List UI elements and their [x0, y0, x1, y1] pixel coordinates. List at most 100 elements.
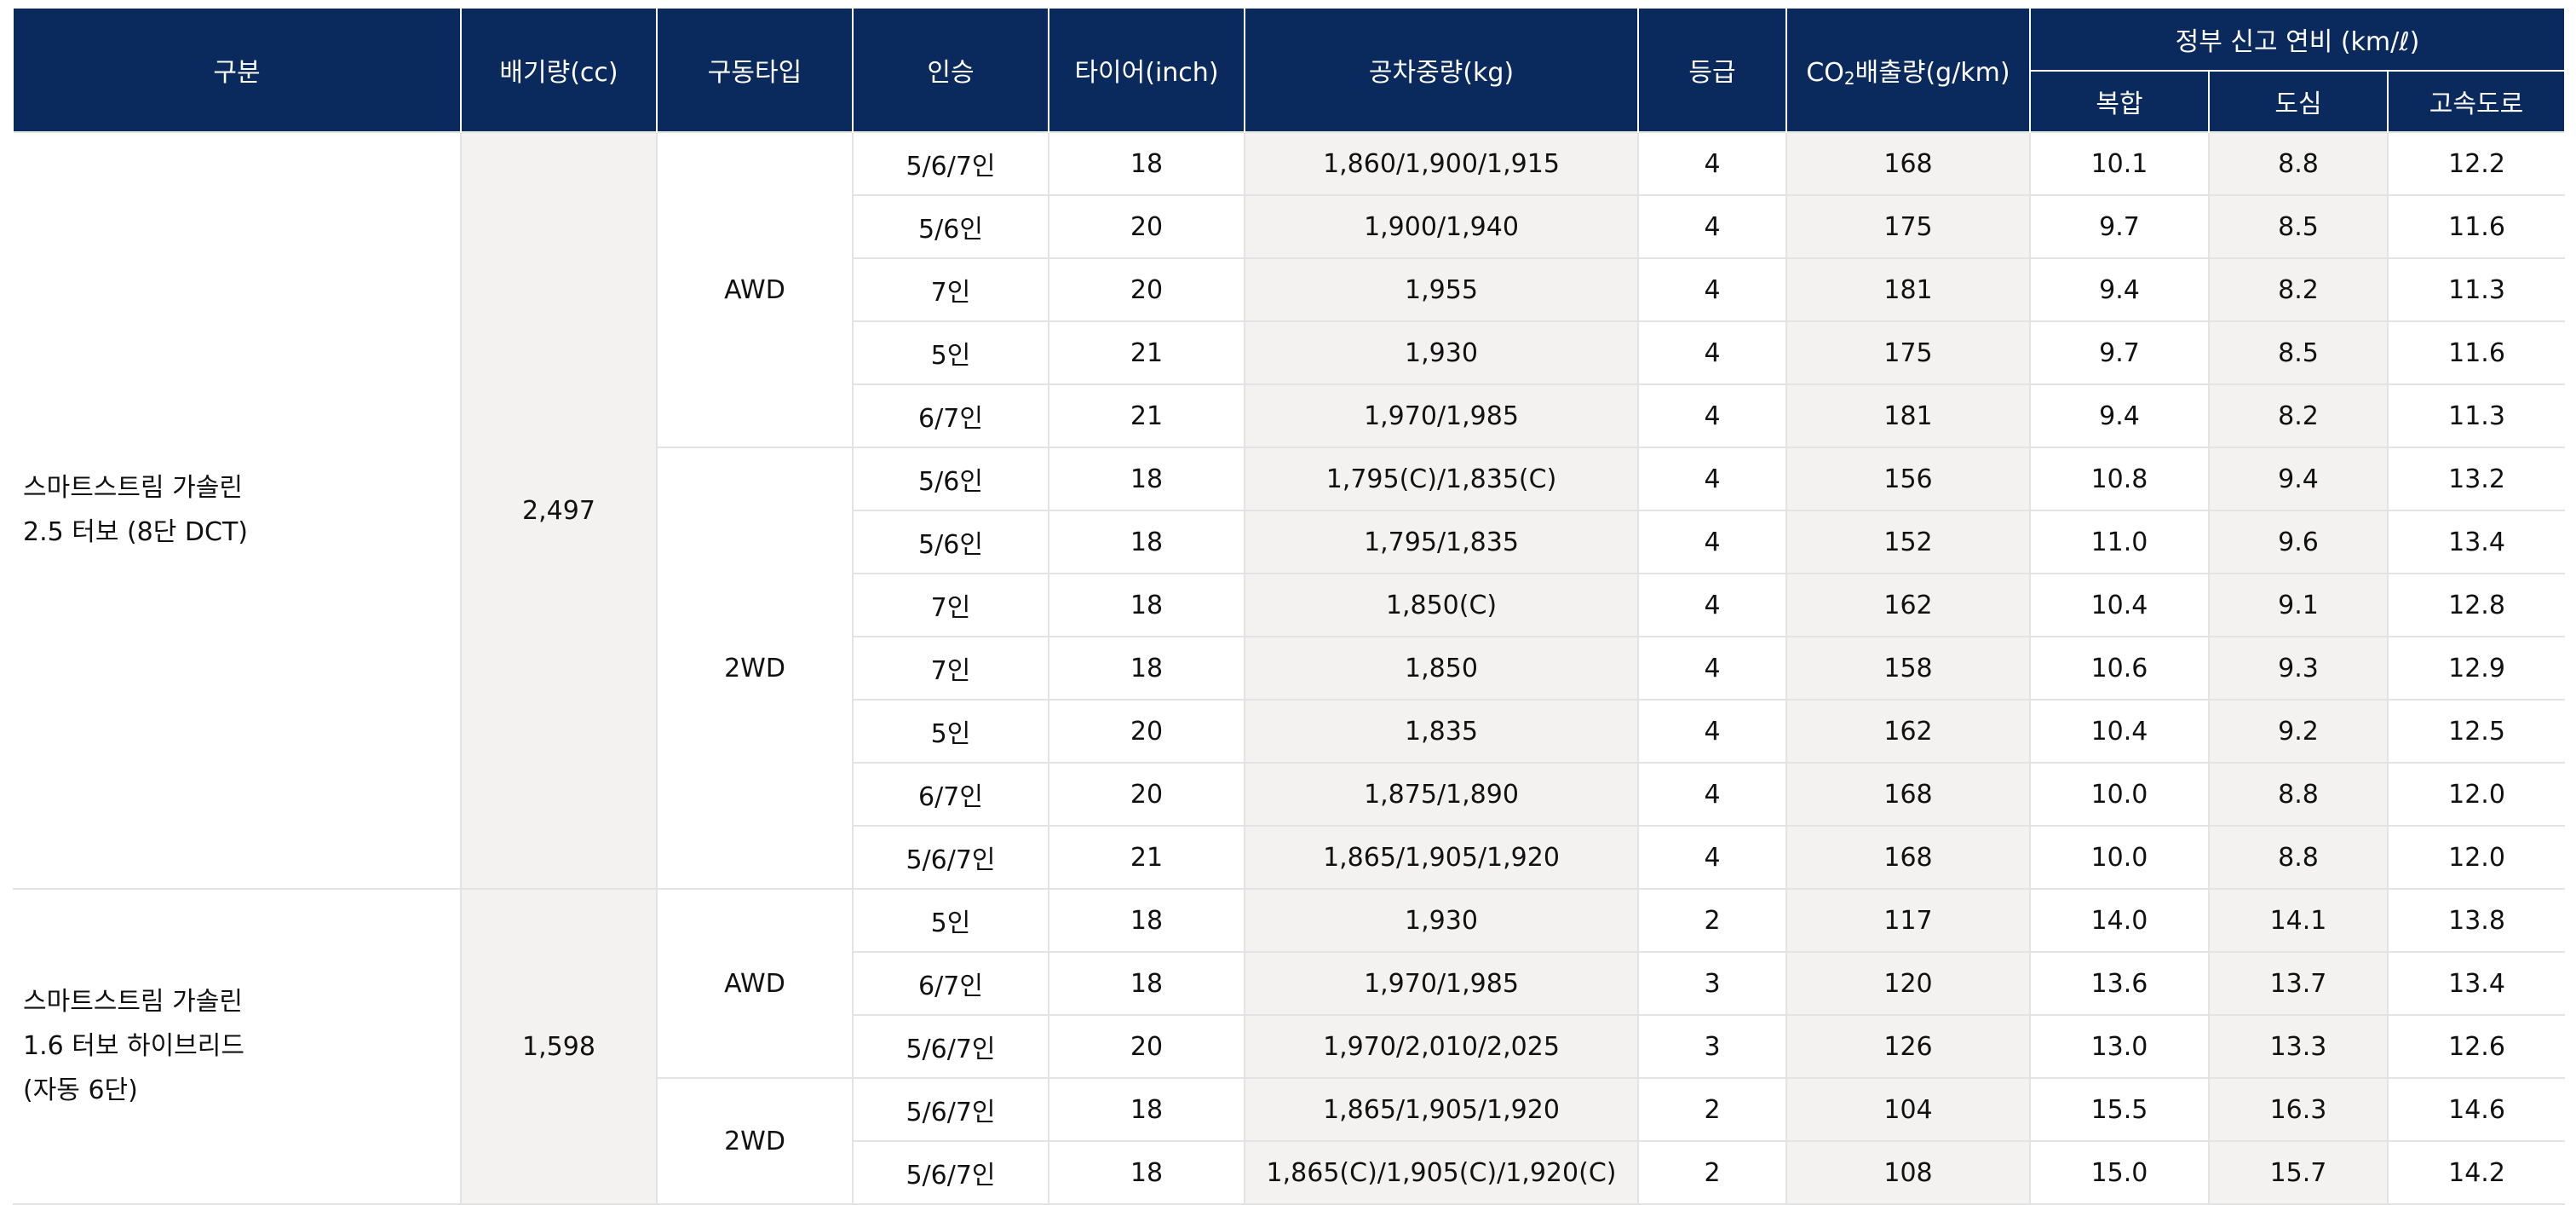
grade-cell: 4	[1637, 383, 1787, 448]
weight-cell: 1,860/1,900/1,915	[1244, 131, 1639, 196]
co2-cell: 181	[1785, 383, 2031, 448]
combined-cell: 15.5	[2029, 1077, 2210, 1142]
tire-cell: 18	[1048, 1077, 1245, 1142]
highway-cell: 13.2	[2386, 447, 2566, 511]
seats-cell: 6/7인	[852, 951, 1049, 1016]
seats-cell: 5인	[852, 699, 1049, 764]
combined-cell: 10.4	[2029, 699, 2210, 764]
city-cell: 9.4	[2208, 447, 2389, 511]
seats-cell: 7인	[852, 573, 1049, 637]
co2-prefix: CO	[1806, 58, 1844, 88]
table-row: 5인 21 1,930 4 175 9.7 8.5 11.6	[13, 320, 2566, 385]
category-line: 스마트스트림 가솔린	[23, 987, 243, 1017]
weight-cell: 1,970/1,985	[1244, 951, 1639, 1016]
highway-cell: 12.0	[2386, 762, 2566, 827]
category-line: 1.6 터보 하이브리드	[23, 1031, 244, 1061]
grade-cell: 4	[1637, 320, 1787, 385]
table-row: 6/7인 18 1,970/1,985 3 120 13.6 13.7 13.4	[13, 951, 2566, 1016]
combined-cell: 9.4	[2029, 383, 2210, 448]
drive-type-cell: AWD	[656, 131, 854, 448]
city-cell: 8.8	[2208, 762, 2389, 827]
grade-cell: 3	[1637, 1014, 1787, 1079]
weight-cell: 1,865/1,905/1,920	[1244, 1077, 1639, 1142]
weight-cell: 1,930	[1244, 320, 1639, 385]
table-row: 스마트스트림 가솔린 1.6 터보 하이브리드 (자동 6단) 1,598 AWD 5인 1…	[13, 888, 2566, 1205]
highway-cell: 12.5	[2386, 699, 2566, 764]
drive-type-cell: 2WD	[656, 447, 854, 890]
co2-cell: 162	[1785, 699, 2031, 764]
city-cell: 13.7	[2208, 951, 2389, 1016]
city-cell: 8.8	[2208, 825, 2389, 890]
displacement-cell: 2,497	[460, 131, 658, 890]
combined-cell: 10.0	[2029, 762, 2210, 827]
co2-cell: 156	[1785, 447, 2031, 511]
seats-cell: 5인	[852, 888, 1049, 953]
tire-cell: 18	[1048, 951, 1245, 1016]
table-row: 2WD 5/6/7인 18 1,865/1,905/1,920 2 104 15.5 16.3…	[13, 1077, 2566, 1205]
weight-cell: 1,875/1,890	[1244, 762, 1639, 827]
combined-cell: 9.7	[2029, 320, 2210, 385]
tire-cell: 18	[1048, 573, 1245, 637]
tire-cell: 18	[1048, 131, 1245, 196]
tire-cell: 20	[1048, 762, 1245, 827]
grade-cell: 4	[1637, 825, 1787, 890]
grade-cell: 4	[1637, 762, 1787, 827]
seats-cell: 6/7인	[852, 383, 1049, 448]
drive-type-cell: 2WD	[656, 1077, 854, 1205]
table-row: 7인 18 1,850(C) 4 162 10.4 9.1 12.8	[13, 573, 2566, 637]
co2-cell: 168	[1785, 131, 2031, 196]
header-seats: 인승	[852, 9, 1049, 132]
city-cell: 8.2	[2208, 257, 2389, 322]
table-row: 5/6인 18 1,795/1,835 4 152 11.0 9.6 13.4	[13, 510, 2566, 574]
combined-cell: 10.6	[2029, 636, 2210, 701]
table-body: 스마트스트림 가솔린 2.5 터보 (8단 DCT) 2,497 AWD 5/6/7인 1…	[13, 131, 2566, 1205]
city-cell: 8.5	[2208, 194, 2389, 259]
city-cell: 9.1	[2208, 573, 2389, 637]
table-row: 5/6/7인 20 1,970/2,010/2,025 3 126 13.0 13.3 12.…	[13, 1014, 2566, 1079]
grade-cell: 4	[1637, 573, 1787, 637]
co2-cell: 175	[1785, 194, 2031, 259]
header-co2-emission: CO2배출량(g/km)	[1785, 9, 2031, 132]
seats-cell: 6/7인	[852, 762, 1049, 827]
weight-cell: 1,835	[1244, 699, 1639, 764]
highway-cell: 12.6	[2386, 1014, 2566, 1079]
weight-cell: 1,970/1,985	[1244, 383, 1639, 448]
header-grade: 등급	[1637, 9, 1787, 132]
grade-cell: 2	[1637, 1077, 1787, 1142]
city-cell: 14.1	[2208, 888, 2389, 953]
grade-cell: 2	[1637, 888, 1787, 953]
grade-cell: 4	[1637, 447, 1787, 511]
tire-cell: 21	[1048, 383, 1245, 448]
highway-cell: 12.0	[2386, 825, 2566, 890]
combined-cell: 10.8	[2029, 447, 2210, 511]
co2-cell: 158	[1785, 636, 2031, 701]
seats-cell: 7인	[852, 636, 1049, 701]
combined-cell: 10.1	[2029, 131, 2210, 196]
highway-cell: 14.6	[2386, 1077, 2566, 1142]
drive-type-cell: AWD	[656, 888, 854, 1079]
category-line: 스마트스트림 가솔린	[23, 473, 243, 503]
header-combined: 복합	[2029, 70, 2210, 132]
header-displacement: 배기량(cc)	[460, 9, 658, 132]
tire-cell: 20	[1048, 699, 1245, 764]
tire-cell: 18	[1048, 636, 1245, 701]
seats-cell: 5/6/7인	[852, 1077, 1049, 1142]
highway-cell: 11.3	[2386, 383, 2566, 448]
co2-cell: 126	[1785, 1014, 2031, 1079]
table-row: 2WD 5/6인 18 1,795(C)/1,835(C) 4 156 10.8 9.4 13.…	[13, 447, 2566, 890]
table-row: 5인 20 1,835 4 162 10.4 9.2 12.5	[13, 699, 2566, 764]
seats-cell: 5/6인	[852, 510, 1049, 574]
combined-cell: 14.0	[2029, 888, 2210, 953]
city-cell: 13.3	[2208, 1014, 2389, 1079]
seats-cell: 5/6/7인	[852, 825, 1049, 890]
header-tire: 타이어(inch)	[1048, 9, 1245, 132]
highway-cell: 12.2	[2386, 131, 2566, 196]
city-cell: 9.2	[2208, 699, 2389, 764]
combined-cell: 10.4	[2029, 573, 2210, 637]
weight-cell: 1,955	[1244, 257, 1639, 322]
grade-cell: 4	[1637, 194, 1787, 259]
weight-cell: 1,865/1,905/1,920	[1244, 825, 1639, 890]
highway-cell: 12.9	[2386, 636, 2566, 701]
highway-cell: 11.6	[2386, 320, 2566, 385]
city-cell: 8.8	[2208, 131, 2389, 196]
